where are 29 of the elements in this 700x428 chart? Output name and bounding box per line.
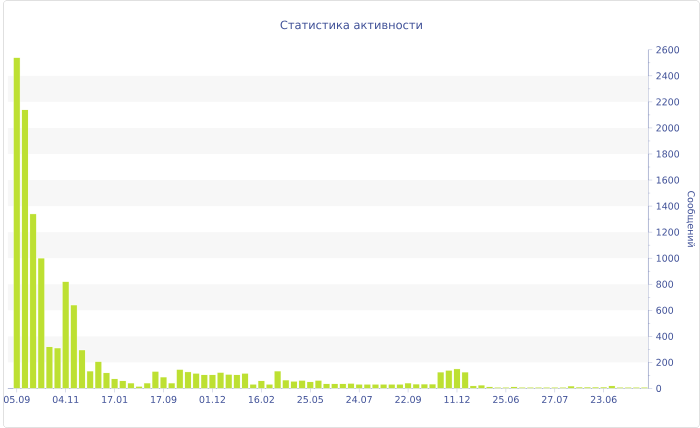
y-tick-label: 1400 — [656, 202, 680, 210]
x-tick-label: 27.07 — [542, 396, 568, 403]
x-tick-label: 16.02 — [248, 396, 274, 403]
y-tick-label: 2200 — [656, 98, 680, 106]
x-tick-label: 01.12 — [200, 396, 225, 403]
x-tick-label: 17.09 — [151, 396, 176, 403]
x-tick-label: 11.12 — [444, 396, 470, 403]
y-tick-label: 2600 — [656, 46, 680, 54]
x-tick-label: 25.06 — [493, 396, 519, 403]
y-axis-title: Сообщений — [686, 190, 696, 247]
chart-title: Статистика активности — [280, 20, 422, 30]
y-tick-label: 200 — [656, 358, 674, 366]
x-tick-label: 23.06 — [590, 396, 617, 403]
x-tick-label: 25.05 — [297, 396, 323, 403]
x-tick-label: 17.01 — [102, 396, 128, 403]
y-tick-label: 1800 — [656, 150, 680, 158]
y-tick-label: 600 — [656, 306, 674, 314]
y-tick-label: 800 — [656, 280, 674, 288]
y-tick-label: 0 — [656, 384, 662, 392]
x-tick-label: 24.07 — [346, 396, 372, 403]
y-tick-label: 1200 — [656, 228, 680, 236]
y-tick-label: 2400 — [656, 72, 680, 80]
x-tick-label: 22.09 — [395, 396, 421, 403]
y-tick-label: 400 — [656, 332, 674, 340]
y-tick-label: 1000 — [656, 254, 680, 262]
y-tick-label: 1600 — [656, 176, 680, 184]
x-tick-label: 05.09 — [4, 396, 30, 403]
x-tick-label: 04.11 — [52, 396, 78, 403]
y-tick-label: 2000 — [656, 124, 680, 132]
